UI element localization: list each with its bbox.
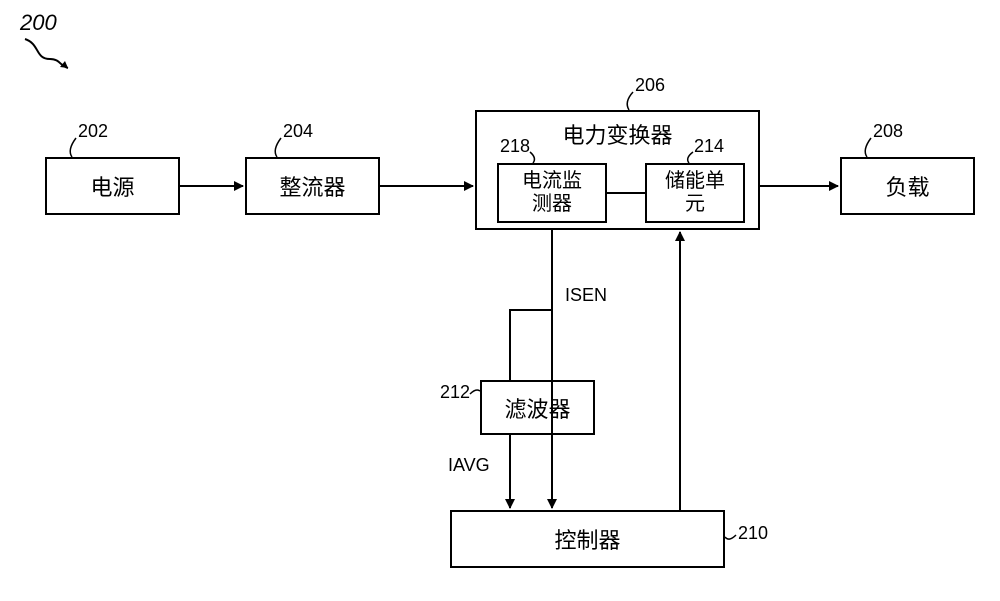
ref-208: 208: [873, 121, 903, 142]
ref-218: 218: [500, 136, 530, 157]
callout-204: [275, 138, 281, 157]
block-energy-storage-label: 储能单 元: [665, 170, 725, 216]
block-filter: 滤波器: [480, 380, 595, 435]
block-rectifier: 整流器: [245, 157, 380, 215]
ref-214: 214: [694, 136, 724, 157]
ref-202: 202: [78, 121, 108, 142]
block-power-supply: 电源: [45, 157, 180, 215]
callout-202: [70, 138, 76, 157]
signal-iavg: IAVG: [448, 455, 490, 476]
block-power-supply-label: 电源: [90, 170, 134, 202]
figure-number: 200: [20, 10, 57, 36]
diagram-stage: { "figureNumber": "200", "font": {"famil…: [0, 0, 1000, 601]
ref-204: 204: [283, 121, 313, 142]
callout-208: [865, 138, 871, 157]
block-filter-label: 滤波器: [504, 392, 570, 424]
signal-isen: ISEN: [565, 285, 607, 306]
block-current-monitor-label: 电流监 测器: [522, 170, 582, 216]
ref-212: 212: [440, 382, 470, 403]
callout-206: [627, 92, 633, 110]
block-controller: 控制器: [450, 510, 725, 568]
block-energy-storage: 储能单 元: [645, 163, 745, 223]
block-load: 负载: [840, 157, 975, 215]
block-rectifier-label: 整流器: [279, 170, 345, 202]
callout-212: [470, 390, 480, 394]
line-isen-branch-to-filter: [510, 310, 552, 380]
block-load-label: 负载: [885, 170, 929, 202]
block-controller-label: 控制器: [554, 523, 620, 555]
block-current-monitor: 电流监 测器: [497, 163, 607, 223]
ref-206: 206: [635, 75, 665, 96]
ref-210: 210: [738, 523, 768, 544]
figure-number-arrow-icon: [20, 34, 80, 74]
callout-210: [725, 535, 736, 539]
